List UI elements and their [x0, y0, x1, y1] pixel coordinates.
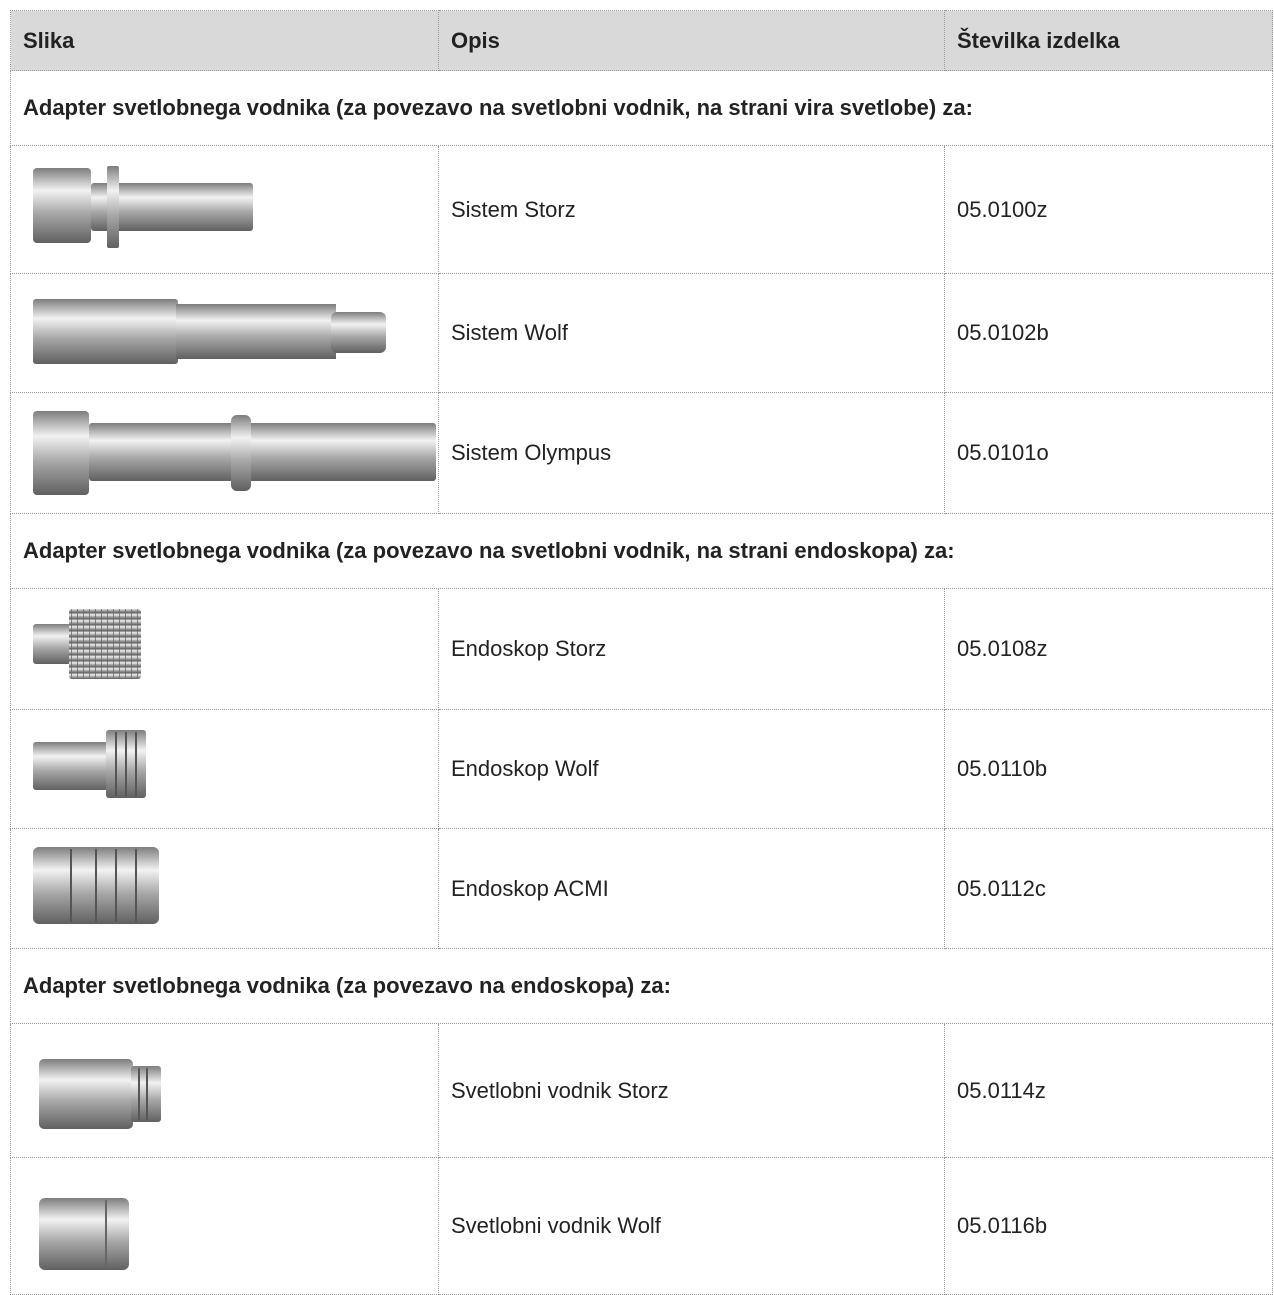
- article-number: 05.0108z: [944, 588, 1273, 710]
- description: Svetlobni vodnik Wolf: [438, 1157, 945, 1295]
- image-cell: [10, 1023, 439, 1158]
- image-cell: [10, 145, 439, 274]
- product-image: [39, 1198, 129, 1270]
- product-image: [39, 1059, 161, 1129]
- product-image: [33, 166, 253, 248]
- section-title: Adapter svetlobnega vodnika (za povezavo…: [10, 513, 1273, 589]
- image-cell: [10, 828, 439, 949]
- description: Endoskop ACMI: [438, 828, 945, 949]
- product-image: [33, 730, 146, 798]
- article-number: 05.0112c: [944, 828, 1273, 949]
- article-number: 05.0114z: [944, 1023, 1273, 1158]
- product-image: [33, 609, 141, 679]
- section-title: Adapter svetlobnega vodnika (za povezavo…: [10, 948, 1273, 1024]
- image-cell: [10, 1157, 439, 1295]
- product-table: Slika Opis Številka izdelka Adapter svet…: [10, 10, 1273, 1295]
- product-image: [33, 847, 159, 924]
- article-number: 05.0110b: [944, 709, 1273, 829]
- article-number: 05.0100z: [944, 145, 1273, 274]
- article-number: 05.0102b: [944, 273, 1273, 393]
- description: Endoskop Storz: [438, 588, 945, 710]
- image-cell: [10, 273, 439, 393]
- header-cell: Slika: [10, 10, 439, 71]
- header-cell: Številka izdelka: [944, 10, 1273, 71]
- article-number: 05.0101o: [944, 392, 1273, 514]
- product-image: [33, 299, 386, 364]
- header-cell: Opis: [438, 10, 945, 71]
- image-cell: [10, 709, 439, 829]
- section-title: Adapter svetlobnega vodnika (za povezavo…: [10, 70, 1273, 146]
- description: Sistem Storz: [438, 145, 945, 274]
- article-number: 05.0116b: [944, 1157, 1273, 1295]
- image-cell: [10, 392, 439, 514]
- header-row: Slika Opis Številka izdelka: [10, 10, 1273, 71]
- description: Endoskop Wolf: [438, 709, 945, 829]
- image-cell: [10, 588, 439, 710]
- description: Sistem Wolf: [438, 273, 945, 393]
- product-image: [33, 411, 436, 495]
- description: Sistem Olympus: [438, 392, 945, 514]
- description: Svetlobni vodnik Storz: [438, 1023, 945, 1158]
